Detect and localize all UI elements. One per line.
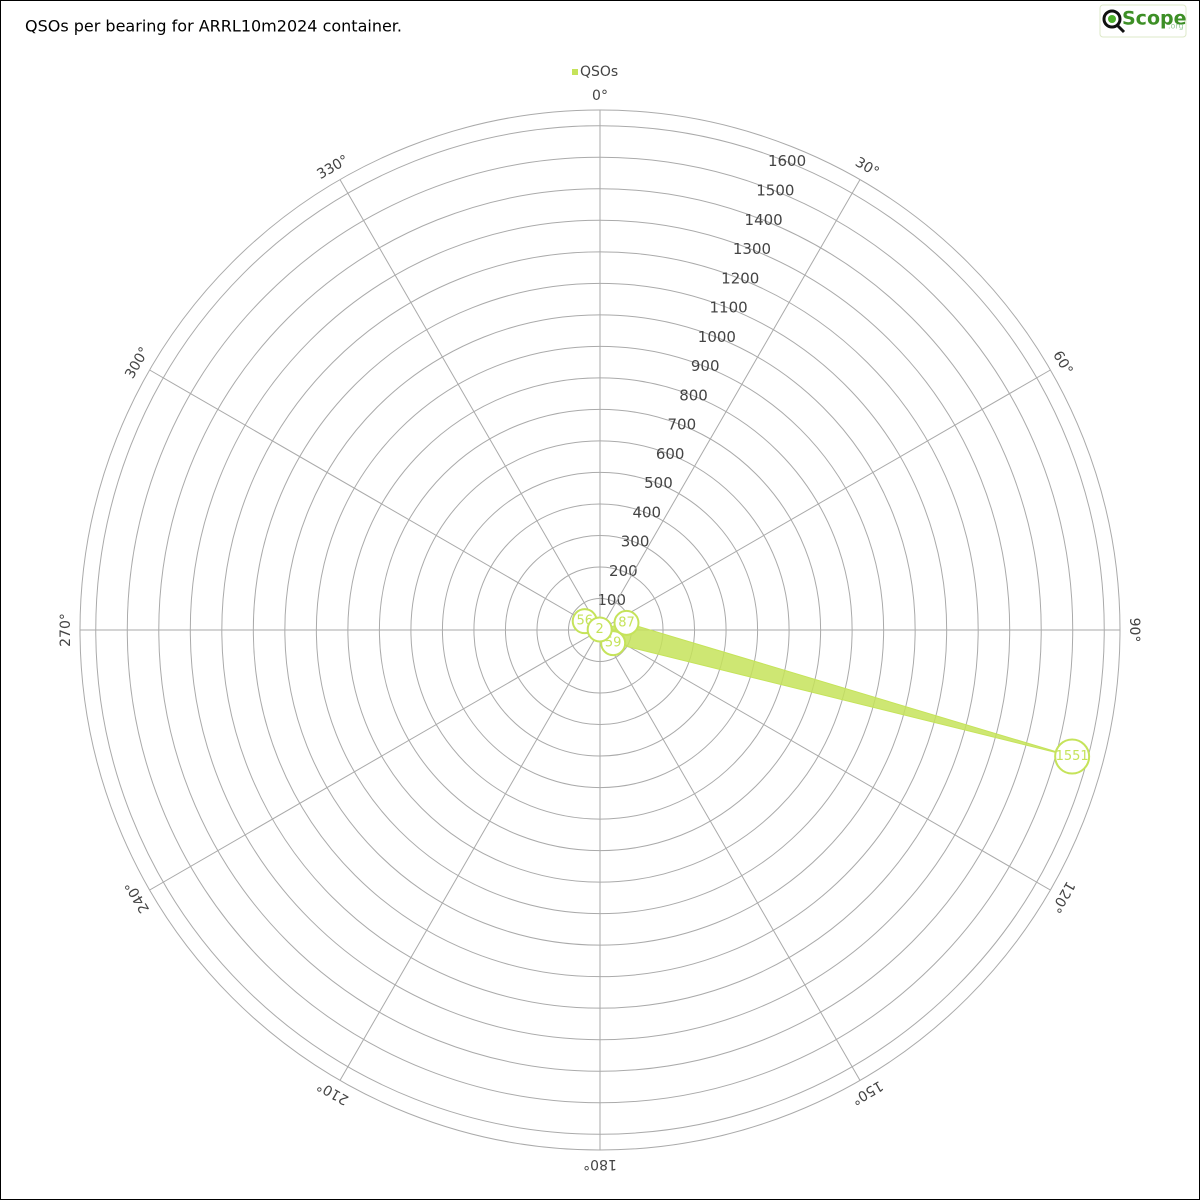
logo-text: Scope bbox=[1122, 8, 1187, 30]
r-tick-label: 200 bbox=[609, 562, 638, 580]
r-tick-label: 100 bbox=[597, 591, 626, 609]
theta-tick-label: 270° bbox=[58, 613, 74, 647]
data-point bbox=[586, 616, 613, 643]
grid-spoke bbox=[339, 179, 601, 631]
r-tick-label: 400 bbox=[632, 503, 661, 521]
grid-spoke bbox=[599, 629, 861, 1081]
r-tick-label: 1100 bbox=[709, 299, 747, 317]
data-point bbox=[613, 609, 640, 636]
r-tick-label: 800 bbox=[679, 386, 708, 404]
r-tick-label: 1000 bbox=[698, 328, 736, 346]
chart-title: QSOs per bearing for ARRL10m2024 contain… bbox=[25, 17, 402, 36]
grid-spoke bbox=[149, 629, 601, 891]
logo-suffix: .org bbox=[1168, 22, 1184, 31]
r-tick-label: 1300 bbox=[733, 240, 771, 258]
legend-label: QSOs bbox=[580, 64, 618, 80]
data-label: 87 bbox=[618, 615, 635, 630]
data-label: 59 bbox=[605, 636, 622, 651]
legend-swatch bbox=[572, 69, 578, 75]
grid-spoke bbox=[149, 369, 601, 631]
logo-handle bbox=[1115, 23, 1126, 34]
logo-dot bbox=[1108, 15, 1116, 23]
grid-spoke bbox=[339, 629, 601, 1081]
theta-tick-label: 0° bbox=[592, 88, 608, 104]
grid-spoke bbox=[599, 369, 1051, 631]
r-tick-label: 600 bbox=[656, 445, 685, 463]
logo: Scope .org bbox=[1099, 4, 1187, 38]
r-tick-label: 1600 bbox=[768, 152, 806, 170]
data-label: 2 bbox=[596, 622, 604, 637]
r-tick-label: 1400 bbox=[745, 211, 783, 229]
data-point bbox=[1054, 738, 1091, 775]
theta-tick-label: 180° bbox=[583, 1156, 617, 1172]
theta-tick-label: 90° bbox=[1126, 618, 1142, 643]
grid-spoke bbox=[599, 179, 861, 631]
r-tick-label: 500 bbox=[644, 474, 673, 492]
r-tick-label: 300 bbox=[621, 533, 650, 551]
r-tick-label: 700 bbox=[668, 416, 697, 434]
r-tick-label: 1500 bbox=[756, 181, 794, 199]
r-tick-label: 900 bbox=[691, 357, 720, 375]
r-tick-label: 1200 bbox=[721, 269, 759, 287]
data-label: 1551 bbox=[1056, 749, 1089, 764]
grid-spoke bbox=[599, 629, 1051, 891]
